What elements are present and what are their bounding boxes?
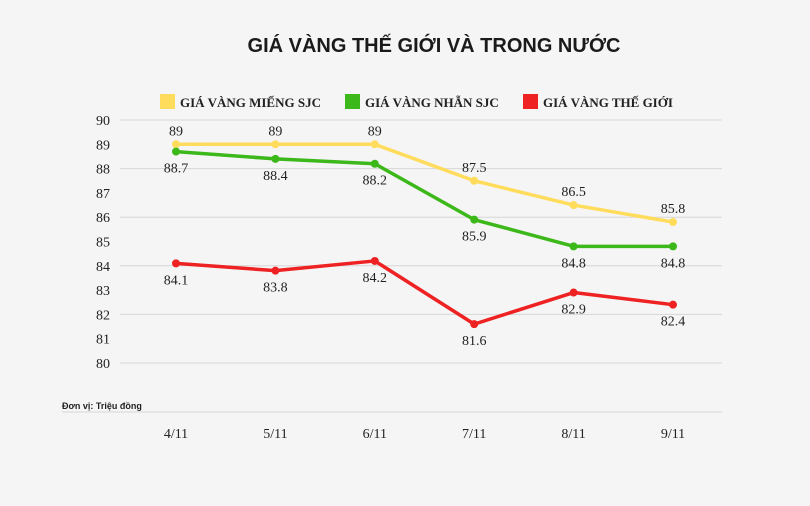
data-label: 84.1: [164, 273, 189, 288]
y-tick-label: 81: [96, 333, 110, 348]
data-point: [669, 300, 677, 309]
data-point: [569, 288, 578, 297]
data-point: [172, 140, 180, 149]
series-line: [175, 149, 673, 249]
legend-swatch: [345, 94, 360, 109]
y-tick-label: 87: [96, 187, 110, 202]
data-point: [470, 215, 479, 224]
data-label: 89: [169, 124, 183, 139]
data-point: [271, 154, 280, 163]
data-point: [370, 256, 379, 265]
data-point: [669, 242, 677, 251]
legend-item: GIÁ VÀNG MIẾNG SJC: [160, 94, 321, 110]
chart-title: GIÁ VÀNG THẾ GIỚI VÀ TRONG NƯỚC: [248, 33, 621, 57]
series: 89 89 89 87.5 86.5 85.8: [169, 124, 686, 227]
series-line: [175, 259, 674, 326]
x-axis: 4/11 5/11 6/11 7/11 8/11 9/11: [164, 427, 685, 442]
y-tick-label: 82: [96, 308, 110, 323]
data-label: 86.5: [561, 185, 586, 200]
legend-swatch: [523, 94, 538, 109]
data-point: [370, 159, 379, 168]
x-tick-label: 8/11: [561, 427, 585, 442]
legend-label: GIÁ VÀNG NHẪN SJC: [365, 95, 499, 110]
y-tick-label: 88: [96, 163, 110, 178]
data-point: [271, 140, 280, 149]
data-label: 84.8: [561, 256, 586, 271]
x-tick-label: 4/11: [164, 427, 188, 442]
data-label: 88.4: [263, 169, 288, 184]
data-point: [669, 218, 677, 227]
series-line: [176, 142, 674, 224]
legend-item: GIÁ VÀNG THẾ GIỚI: [523, 94, 673, 110]
legend-label: GIÁ VÀNG THẾ GIỚI: [543, 95, 673, 110]
data-label: 88.7: [164, 162, 189, 177]
x-tick-label: 6/11: [363, 427, 387, 442]
y-tick-label: 90: [96, 114, 110, 129]
unit-note: Đơn vị: Triệu đồng: [62, 401, 142, 411]
y-tick-label: 85: [96, 236, 110, 251]
data-label: 84.8: [661, 256, 686, 271]
x-tick-label: 9/11: [661, 427, 685, 442]
data-point: [569, 242, 578, 251]
data-point: [370, 140, 379, 149]
series: 88.7 88.4 88.2 85.9 84.8 84.8: [164, 147, 686, 271]
data-label: 85.9: [462, 230, 487, 245]
y-tick-label: 89: [96, 138, 110, 153]
data-label: 82.4: [661, 315, 686, 330]
data-label: 87.5: [462, 161, 487, 176]
data-label: 89: [268, 124, 282, 139]
legend-swatch: [160, 94, 175, 109]
data-label: 83.8: [263, 281, 288, 296]
data-point: [470, 320, 479, 329]
data-label: 84.2: [363, 271, 388, 286]
data-point: [569, 201, 578, 210]
data-point: [470, 176, 479, 185]
x-tick-label: 7/11: [462, 427, 486, 442]
y-tick-label: 83: [96, 284, 110, 299]
data-label: 88.2: [363, 174, 388, 189]
data-point: [172, 259, 180, 268]
y-axis: 80 81 82 83 84 85 86 87 88 89 90: [96, 114, 110, 372]
data-point: [271, 266, 280, 275]
data-label: 82.9: [561, 303, 586, 318]
grid: [62, 119, 722, 413]
y-tick-label: 84: [96, 260, 110, 275]
y-tick-label: 86: [96, 211, 110, 226]
legend-label: GIÁ VÀNG MIẾNG SJC: [180, 95, 321, 110]
data-label: 85.8: [661, 202, 686, 217]
legend-item: GIÁ VÀNG NHẪN SJC: [345, 94, 499, 110]
y-tick-label: 80: [96, 357, 110, 372]
x-tick-label: 5/11: [263, 427, 287, 442]
data-point: [172, 147, 180, 156]
data-label: 89: [368, 124, 382, 139]
data-label: 81.6: [462, 334, 487, 349]
series: 84.1 83.8 84.2 81.6 82.9 82.4: [164, 256, 686, 349]
legend: GIÁ VÀNG MIẾNG SJC GIÁ VÀNG NHẪN SJC GIÁ V…: [160, 94, 673, 110]
